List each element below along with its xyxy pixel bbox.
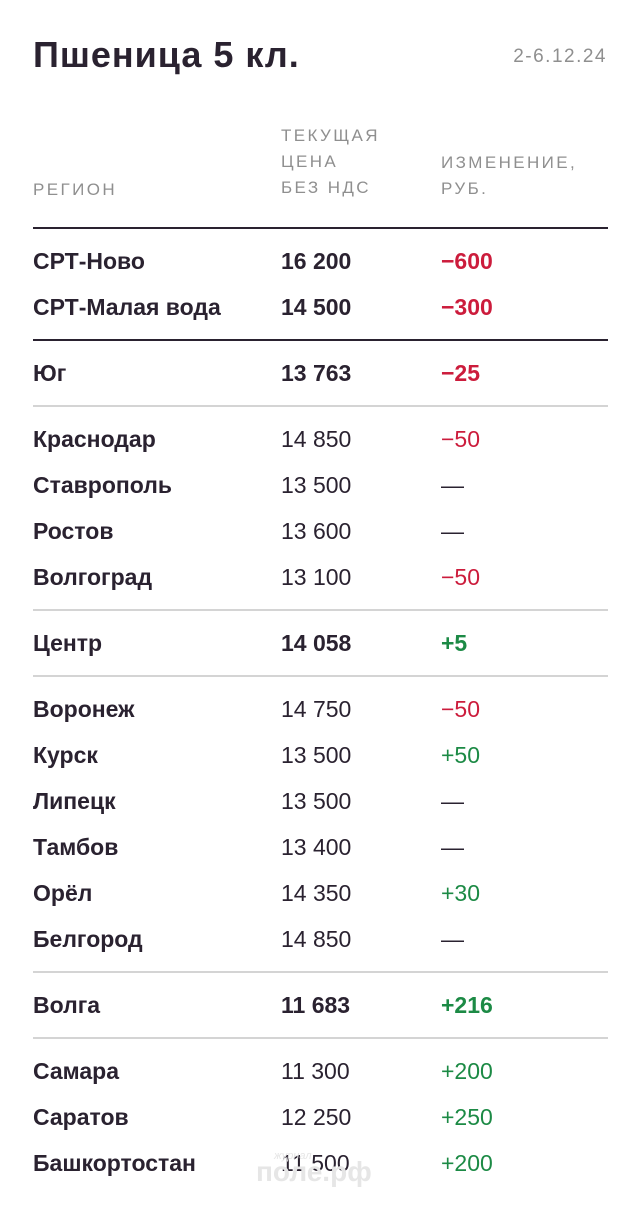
change-cell: +50 [441, 742, 481, 768]
change-cell: — [441, 834, 464, 860]
price-cell: 13 500 [281, 788, 352, 814]
region-group: Самара 11 300 +200 Саратов 12 250 +250 Башкорт… [33, 1039, 608, 1195]
price-cell: 13 100 [281, 564, 352, 590]
change-cell: −50 [441, 696, 481, 722]
region-cell: Тамбов [33, 834, 119, 860]
region-cell: Ростов [33, 518, 114, 544]
column-header-price-line: ТЕКУЩАЯ [281, 126, 380, 145]
change-cell: −300 [441, 294, 493, 320]
column-header-price-line: БЕЗ НДС [281, 178, 371, 197]
region-group: СРТ-Ново 16 200 −600 СРТ-Малая вода 14 500 −3… [33, 229, 608, 339]
table-row: Юг 13 763 −25 [33, 350, 608, 396]
column-header-price: ТЕКУЩАЯ ЦЕНА БЕЗ НДС [281, 123, 431, 201]
table-row: Волга 11 683 +216 [33, 982, 608, 1028]
price-cell: 13 500 [281, 472, 352, 498]
group-divider [33, 405, 608, 407]
column-header-price-line: ЦЕНА [281, 152, 339, 171]
watermark-text: поле.рф [256, 1156, 372, 1187]
change-cell: −50 [441, 564, 481, 590]
price-cell: 13 400 [281, 834, 352, 860]
change-cell: +200 [441, 1150, 493, 1176]
date-range: 2-6.12.24 [513, 46, 607, 67]
group-divider [33, 339, 608, 341]
page-title: Пшеница 5 кл. [33, 34, 300, 75]
region-cell: Волгоград [33, 564, 153, 590]
table-row: Саратов 12 250 +250 [33, 1094, 608, 1140]
change-cell: +30 [441, 880, 481, 906]
group-divider [33, 971, 608, 973]
price-cell: 11 500 [281, 1150, 350, 1176]
price-cell: 13 600 [281, 518, 352, 544]
column-header-change-line: РУБ. [441, 179, 489, 198]
change-cell: +216 [441, 992, 493, 1018]
price-cell: 11 683 [281, 992, 351, 1018]
group-divider [33, 609, 608, 611]
table-row: Ростов 13 600 — [33, 508, 608, 554]
region-cell: Орёл [33, 880, 93, 906]
column-header-region: РЕГИОН [33, 180, 118, 199]
table-row: Самара 11 300 +200 [33, 1048, 608, 1094]
table-row: Тамбов 13 400 — [33, 824, 608, 870]
table-row: Курск 13 500 +50 [33, 732, 608, 778]
price-cell: 16 200 [281, 248, 352, 274]
region-cell: Курск [33, 742, 98, 768]
table-row: Липецк 13 500 — [33, 778, 608, 824]
region-cell: СРТ-Ново [33, 248, 145, 274]
region-group: Воронеж 14 750 −50 Курск 13 500 +50 Липецк 13 5… [33, 677, 608, 971]
group-divider [33, 227, 608, 229]
region-cell: Ставрополь [33, 472, 173, 498]
table-row: Воронеж 14 750 −50 [33, 686, 608, 732]
group-divider [33, 1037, 608, 1039]
region-cell: Юг [33, 360, 67, 386]
table-row: Краснодар 14 850 −50 [33, 416, 608, 462]
region-cell: Краснодар [33, 426, 156, 452]
region-group: Волга 11 683 +216 [33, 973, 608, 1037]
change-cell: +5 [441, 630, 468, 656]
change-cell: −600 [441, 248, 493, 274]
price-cell: 11 300 [281, 1058, 350, 1084]
table-row: Ставрополь 13 500 — [33, 462, 608, 508]
table-row: Волгоград 13 100 −50 [33, 554, 608, 600]
table-row: Орёл 14 350 +30 [33, 870, 608, 916]
change-cell: — [441, 518, 464, 544]
table-row: Белгород 14 850 — [33, 916, 608, 962]
group-divider [33, 675, 608, 677]
price-cell: 14 058 [281, 630, 352, 656]
change-cell: +250 [441, 1104, 493, 1130]
change-cell: — [441, 472, 464, 498]
region-cell: Воронеж [33, 696, 135, 722]
table-row: СРТ-Ново 16 200 −600 [33, 238, 608, 284]
price-cell: 13 500 [281, 742, 352, 768]
table-row: Центр 14 058 +5 [33, 620, 608, 666]
price-cell: 14 500 [281, 294, 352, 320]
region-cell: Липецк [33, 788, 116, 814]
region-cell: Самара [33, 1058, 120, 1084]
region-group: Центр 14 058 +5 [33, 611, 608, 675]
region-group: Краснодар 14 850 −50 Ставрополь 13 500— Росто… [33, 407, 608, 609]
column-header-change: ИЗМЕНЕНИЕ, РУБ. [441, 150, 611, 202]
price-table: СРТ-Ново 16 200 −600 СРТ-Малая вода 14 500 −3… [33, 227, 608, 1195]
price-cell: 14 850 [281, 926, 352, 952]
price-cell: 14 850 [281, 426, 352, 452]
region-cell: СРТ-Малая вода [33, 294, 221, 320]
change-cell: — [441, 788, 464, 814]
region-cell: Башкортостан [33, 1150, 196, 1176]
column-header-change-line: ИЗМЕНЕНИЕ, [441, 153, 578, 172]
price-cell: 13 763 [281, 360, 352, 386]
region-cell: Белгород [33, 926, 143, 952]
change-cell: — [441, 926, 464, 952]
change-cell: −50 [441, 426, 481, 452]
region-cell: Центр [33, 630, 103, 656]
region-group: Юг 13 763 −25 [33, 341, 608, 405]
region-cell: Саратов [33, 1104, 129, 1130]
change-cell: +200 [441, 1058, 493, 1084]
change-cell: −25 [441, 360, 481, 386]
table-row: СРТ-Малая вода 14 500 −300 [33, 284, 608, 330]
price-cell: 12 250 [281, 1104, 352, 1130]
price-cell: 14 350 [281, 880, 352, 906]
table-row: Башкортостан 11 500 +200 [33, 1140, 608, 1186]
watermark-small-text: журнал [274, 1150, 312, 1162]
price-cell: 14 750 [281, 696, 352, 722]
region-cell: Волга [33, 992, 101, 1018]
